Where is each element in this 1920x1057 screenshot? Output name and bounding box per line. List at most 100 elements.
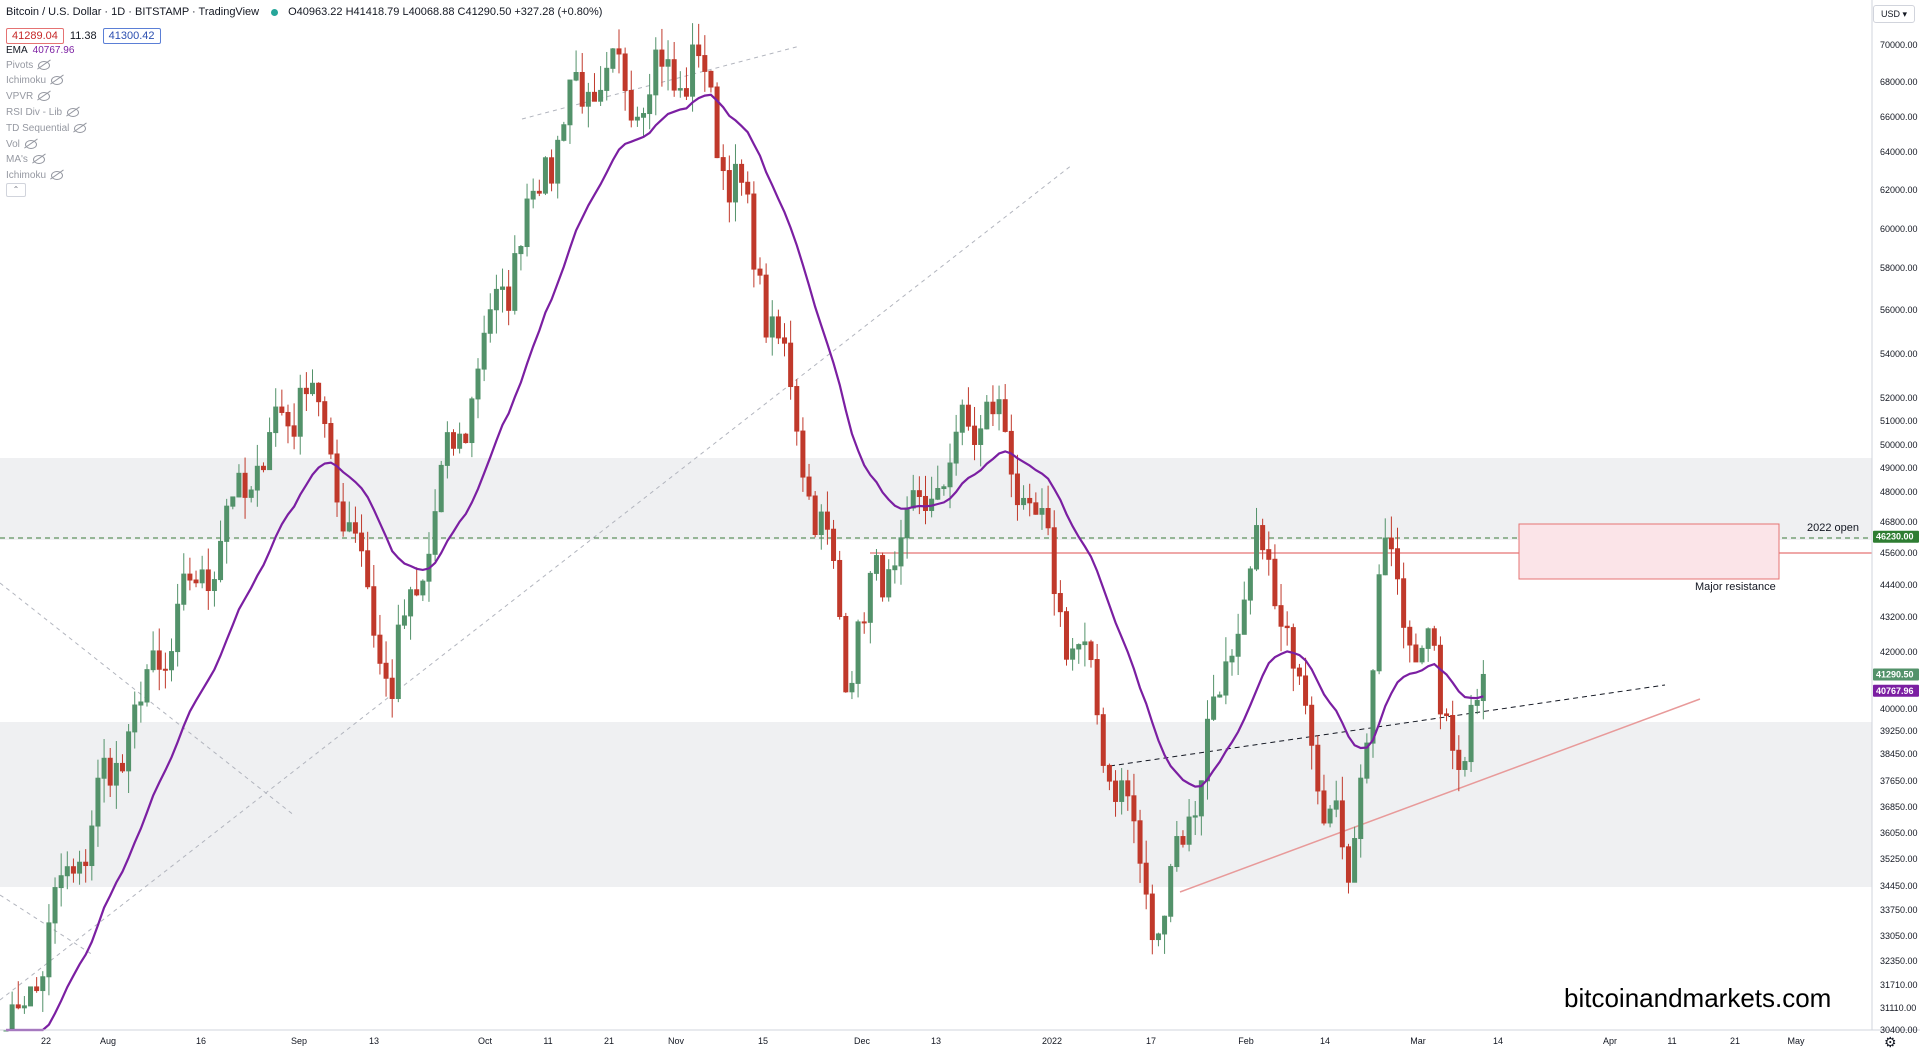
x-tick-label: 14 [1320,1036,1330,1046]
candle [1033,502,1039,515]
indicator-rsi-div[interactable]: RSI Div - Lib [6,107,80,118]
candle [138,701,144,706]
candle [291,425,297,437]
candle [542,157,548,194]
currency-selector[interactable]: USD ▾ [1873,5,1915,23]
candle [978,428,984,445]
candle [1137,820,1143,864]
indicator-label: Pivots [6,60,34,71]
indicator-ichimoku[interactable]: Ichimoku [6,75,64,86]
x-tick-label: 11 [543,1036,552,1046]
indicator-pivots[interactable]: Pivots [6,60,51,71]
price-label: 40767.96 [1876,686,1914,696]
indicator-mas[interactable]: MA's [6,154,45,165]
candle [1211,696,1217,720]
collapse-indicators-button[interactable]: ⌃ [6,183,26,197]
y-tick-label: 44400.00 [1880,580,1918,590]
eye-hidden-icon[interactable] [24,140,37,149]
candle [242,472,248,498]
candle [591,91,597,102]
candle [334,453,340,503]
indicator-td-sequential[interactable]: TD Sequential [6,123,87,134]
indicator-vol[interactable]: Vol [6,139,37,150]
sell-price-button[interactable]: 41289.04 [6,28,64,44]
candle [1162,915,1168,935]
eye-hidden-icon[interactable] [74,124,87,133]
candle [346,522,352,532]
candle [432,511,438,555]
candle [9,1004,15,1031]
candle [420,580,426,596]
candle [782,337,788,344]
candle [1100,714,1106,766]
symbol-title[interactable]: Bitcoin / U.S. Dollar · 1D · BITSTAMP · … [6,6,260,18]
candle [230,496,236,507]
candle [1057,593,1063,613]
candle [340,501,346,532]
candle [1217,694,1223,698]
candle [512,253,518,311]
candle [941,486,947,490]
candle [1254,525,1260,570]
candle [892,565,898,571]
eye-hidden-icon[interactable] [38,92,51,101]
candle [904,507,910,539]
major-resistance-box [1518,523,1780,580]
candle [1204,718,1210,782]
candle [726,170,732,203]
x-tick-label: Dec [854,1036,871,1046]
candle [1070,648,1076,660]
indicator-ema[interactable]: EMA 40767.96 [6,45,74,56]
candle [604,67,610,91]
candle [886,569,892,598]
indicator-ichimoku-2[interactable]: Ichimoku [6,170,64,181]
y-tick-label: 54000.00 [1880,349,1918,359]
candle [751,193,757,270]
price-label-box [1873,684,1919,697]
candle [1419,647,1425,663]
candle [935,488,941,500]
lower-left-dashed-line [0,894,94,956]
candle [1480,673,1486,702]
currency-label: USD [1880,9,1900,19]
price-axis[interactable]: 70000.00 68000.00 66000.00 64000.00 62000.00… [1880,40,1918,1035]
candle [77,861,83,874]
eye-hidden-icon[interactable] [51,171,64,180]
candle [359,532,365,552]
candle [1339,800,1345,848]
candle [248,489,254,498]
candle [536,190,542,194]
candle [371,586,377,636]
candle [831,528,837,561]
candle [481,332,487,370]
candle [855,621,861,684]
eye-hidden-icon[interactable] [67,108,80,117]
buy-price-button[interactable]: 41300.42 [102,28,161,44]
settings-gear-icon[interactable]: ⚙ [1884,1034,1897,1050]
y-tick-label: 50000.00 [1880,440,1918,450]
indicator-vpvr[interactable]: VPVR [6,91,51,102]
candle [83,861,89,867]
candle [947,462,953,488]
candle [438,464,444,513]
candle [647,94,653,115]
candle [690,44,696,97]
eye-hidden-icon[interactable] [51,76,64,85]
candle [769,316,775,338]
candle [763,274,769,338]
time-axis[interactable]: 22 Aug 16 Sep 13 Oct 11 21 Nov 15 Dec 13 2022 17 Feb 14… [41,1036,1805,1046]
candle [144,669,150,703]
y-tick-label: 49000.00 [1880,463,1918,473]
candle [775,316,781,339]
indicator-label: EMA [6,45,28,56]
candle [1223,661,1229,696]
candle [1376,574,1382,672]
x-tick-label: May [1787,1036,1805,1046]
eye-hidden-icon[interactable] [38,61,51,70]
candle [984,401,990,430]
candle [1113,780,1119,802]
eye-hidden-icon[interactable] [32,155,45,164]
y-tick-label: 46800.00 [1880,517,1918,527]
y-tick-label: 68000.00 [1880,77,1918,87]
